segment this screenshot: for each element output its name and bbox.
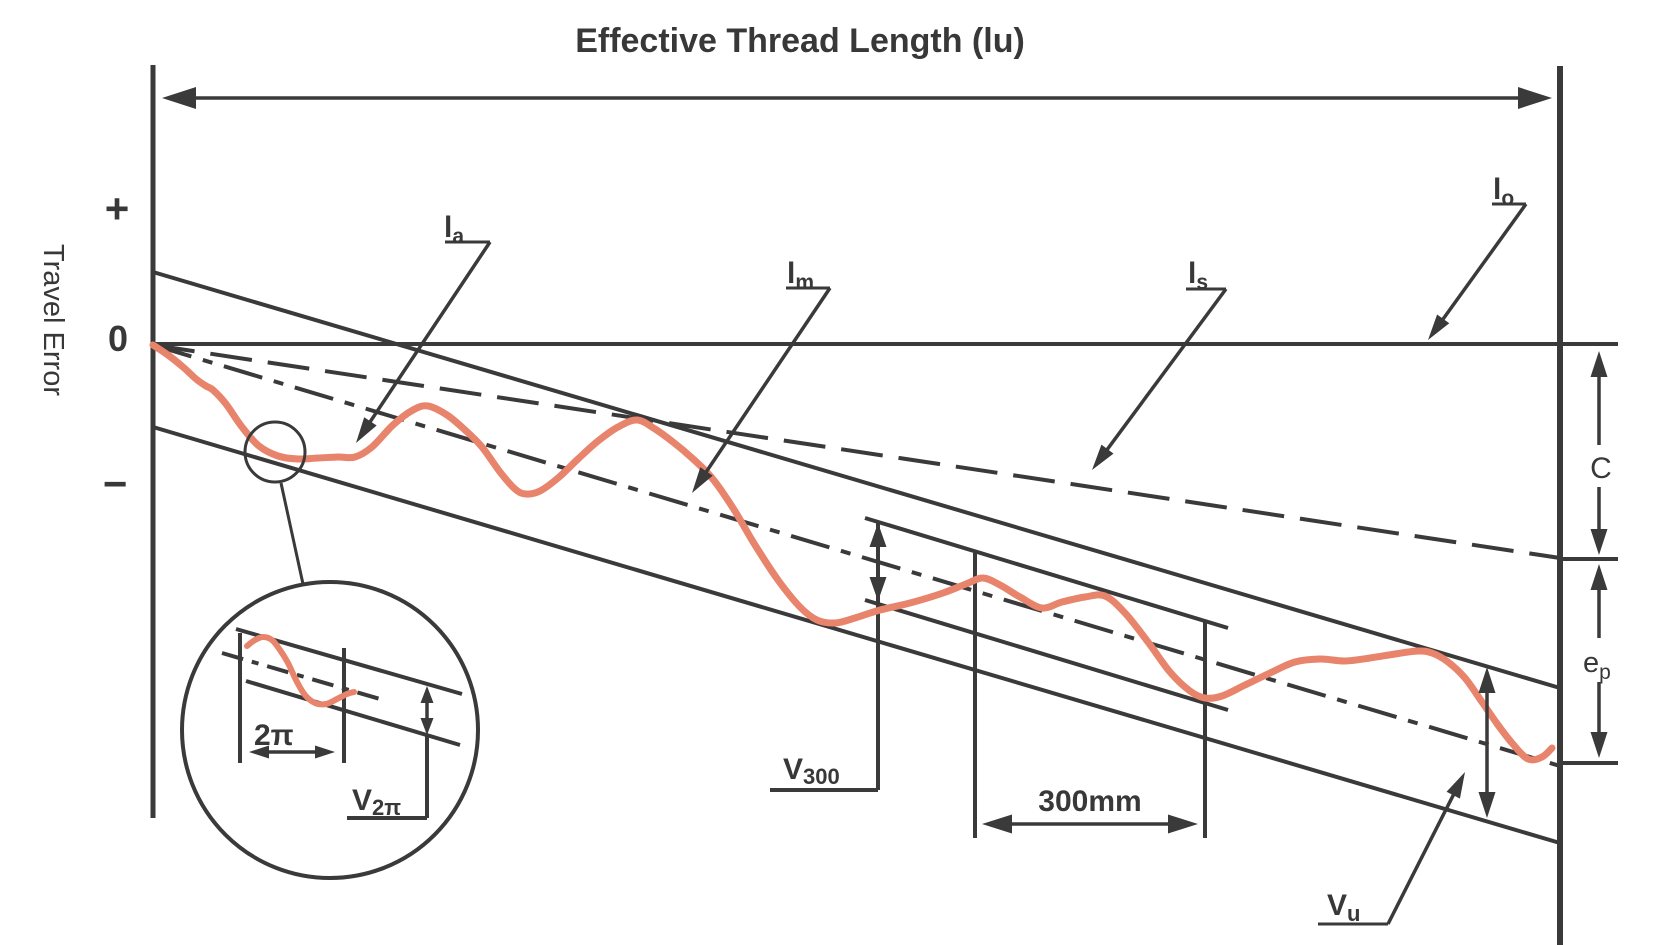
detail-inset-circle — [180, 580, 480, 880]
diagram-circles — [180, 420, 480, 880]
y-axis-minus-label: − — [103, 460, 128, 507]
c-dim-arrow-head — [1590, 351, 1608, 377]
local-band-upper — [864, 516, 1229, 630]
inset-connector — [279, 482, 305, 585]
effective-length-dim-arrow-head — [1518, 87, 1552, 109]
vu-dim-arrow — [1478, 667, 1496, 818]
twopi-dim-arrow — [249, 745, 335, 759]
v2pi-label-sub: 2π — [372, 795, 401, 820]
vu-leader-arrow-head — [1446, 772, 1465, 799]
inset-band-lower — [245, 679, 461, 747]
ep-dim-label: ep — [1583, 647, 1611, 684]
v300-label-sub: 300 — [803, 764, 840, 789]
la-label-base: l — [444, 211, 452, 244]
v300-dim-label: V300 — [783, 753, 840, 789]
v300-dim-arrow-head — [869, 523, 887, 547]
v300-dim-arrow-head — [869, 577, 887, 601]
upper-tolerance-line — [152, 270, 1561, 690]
ls-label: ls — [1188, 257, 1208, 294]
lo-label-base: l — [1493, 173, 1501, 206]
v2pi-label-base: V — [352, 784, 372, 817]
la-label: la — [444, 211, 464, 248]
inset-wave-curve — [244, 634, 357, 708]
lo-leader-arrow — [1428, 202, 1528, 340]
lower-tolerance-line — [152, 425, 1561, 845]
la-leader-arrow-head — [356, 417, 377, 443]
span300-dim-arrow — [982, 814, 1198, 834]
la-leader-arrow — [356, 241, 492, 443]
v300-dim-arrow — [869, 523, 887, 601]
ep-dim-arrow-head — [1590, 732, 1608, 758]
vu-dim-arrow-head — [1478, 792, 1496, 818]
ls-label-base: l — [1188, 257, 1196, 290]
inset-mean-dashdot — [221, 651, 381, 701]
ep-label-base: e — [1583, 647, 1599, 679]
vu-leader-arrow-shaft — [1386, 789, 1458, 925]
specified-travel-line — [152, 343, 1561, 560]
v2pi-dim-arrow-head — [420, 718, 434, 735]
lm-leader-arrow — [692, 287, 832, 493]
v300-label-base: V — [783, 753, 803, 786]
twopi-dim-label: 2π — [254, 719, 294, 752]
vu-leader-arrow — [1386, 772, 1465, 925]
lm-label-base: l — [787, 257, 795, 290]
ls-leader-arrow-head — [1092, 444, 1114, 470]
ls-leader-arrow-shaft — [1102, 287, 1228, 455]
v2pi-dim-arrow-head — [420, 686, 434, 703]
lm-label: lm — [787, 257, 814, 294]
lm-leader-arrow-shaft — [702, 287, 832, 477]
y-axis-zero-label: 0 — [108, 318, 128, 359]
diagram-arrows — [162, 87, 1608, 925]
lm-label-sub: m — [795, 271, 814, 294]
diagram-lines — [150, 65, 1618, 945]
ep-label-sub: p — [1599, 661, 1611, 684]
lo-label: lo — [1493, 173, 1514, 210]
vu-dim-arrow-head — [1478, 667, 1496, 693]
lo-leader-arrow-shaft — [1438, 202, 1528, 325]
detail-source-circle — [243, 420, 307, 484]
lo-label-sub: o — [1501, 187, 1514, 210]
span300-dim-arrow-head — [982, 814, 1012, 834]
c-dim-arrow-head — [1590, 529, 1608, 555]
lm-leader-arrow-head — [692, 467, 713, 493]
effective-length-dim-arrow-head — [162, 87, 196, 109]
c-label-mask — [1582, 445, 1620, 487]
la-label-sub: a — [452, 225, 464, 248]
diagram-title: Effective Thread Length (lu) — [575, 22, 1025, 60]
vu-label-sub: u — [1347, 901, 1360, 926]
actual-travel-curve — [149, 341, 1556, 764]
ep-dim-arrow-head — [1590, 564, 1608, 590]
diagram-curves — [149, 341, 1556, 764]
y-axis-label: Travel Error — [37, 244, 69, 396]
twopi-dim-arrow-head — [249, 745, 269, 759]
span300-dim-label: 300mm — [1038, 785, 1141, 818]
effective-length-dim-arrow — [162, 87, 1552, 109]
y-axis-plus-label: + — [105, 185, 130, 232]
mean-travel-line — [152, 343, 1561, 768]
v2pi-dim-arrow — [420, 686, 434, 735]
v2pi-dim-label: V2π — [352, 784, 401, 820]
vu-dim-label: Vu — [1327, 889, 1360, 926]
span300-dim-arrow-head — [1168, 814, 1198, 834]
ep-label-mask — [1576, 638, 1624, 682]
ls-leader-arrow — [1092, 287, 1228, 470]
twopi-dim-arrow-head — [315, 745, 335, 759]
ls-label-sub: s — [1196, 271, 1208, 294]
lo-leader-arrow-head — [1428, 314, 1450, 340]
local-band-lower — [864, 598, 1229, 712]
c-dim-label: C — [1590, 452, 1612, 485]
vu-label-base: V — [1327, 889, 1347, 922]
la-leader-arrow-shaft — [366, 241, 492, 427]
label-masks — [1576, 445, 1624, 682]
